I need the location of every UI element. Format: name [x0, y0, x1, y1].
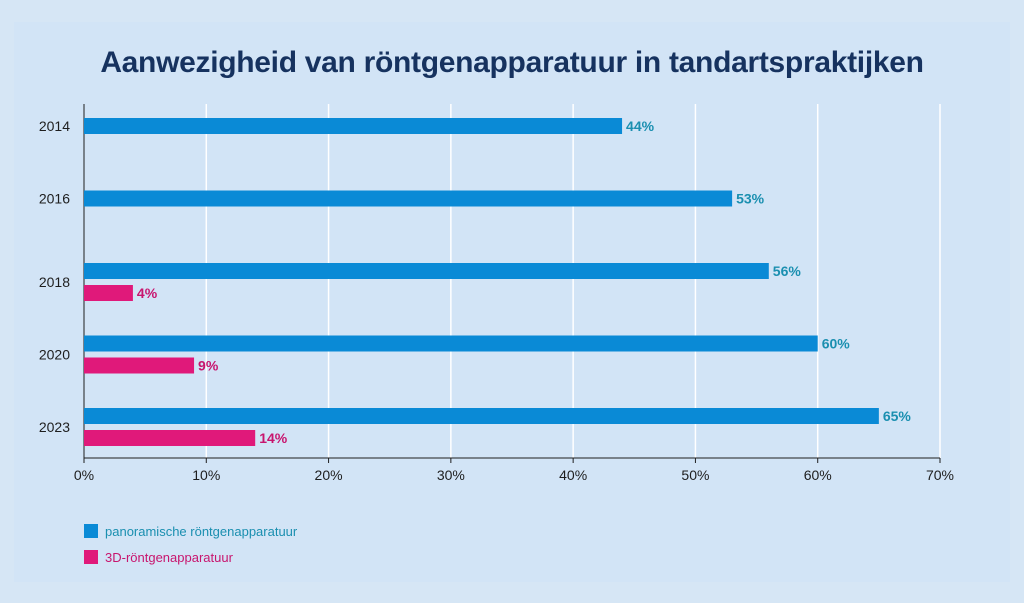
legend-swatch-panoramic [84, 524, 98, 538]
data-label-3d: 14% [259, 430, 288, 446]
bar-3d [84, 430, 256, 446]
y-category-label: 2016 [39, 191, 70, 207]
y-category-label: 2023 [39, 419, 70, 435]
bar-panoramic [84, 190, 733, 207]
y-category-label: 2014 [39, 118, 70, 134]
x-tick-label: 50% [681, 467, 709, 483]
legend-label-panoramic: panoramische röntgenapparatuur [105, 523, 298, 539]
chart-card [14, 22, 1010, 582]
legend-item-3d: 3D-röntgenapparatuur [84, 544, 297, 570]
x-tick-label: 30% [437, 467, 465, 483]
x-tick-label: 0% [74, 467, 94, 483]
data-label-3d: 4% [137, 285, 158, 301]
x-tick-label: 40% [559, 467, 587, 483]
data-label-panoramic: 53% [736, 191, 765, 207]
data-label-panoramic: 60% [822, 336, 851, 352]
legend-item-panoramic: panoramische röntgenapparatuur [84, 518, 297, 544]
bar-panoramic [84, 408, 879, 424]
y-category-label: 2018 [39, 274, 70, 290]
data-label-panoramic: 44% [626, 118, 655, 134]
bar-3d [84, 285, 133, 301]
data-label-panoramic: 65% [883, 408, 912, 424]
legend-swatch-3d [84, 550, 98, 564]
bar-panoramic [84, 263, 769, 279]
legend-label-3d: 3D-röntgenapparatuur [105, 549, 233, 565]
y-category-label: 2020 [39, 347, 70, 363]
legend: panoramische röntgenapparatuur 3D-röntge… [84, 518, 297, 570]
data-label-3d: 9% [198, 358, 219, 374]
x-tick-label: 60% [804, 467, 832, 483]
x-tick-label: 10% [192, 467, 220, 483]
bar-3d [84, 357, 195, 374]
chart-title: Aanwezigheid van röntgenapparatuur in ta… [100, 46, 924, 79]
data-label-panoramic: 56% [773, 263, 802, 279]
bar-panoramic [84, 118, 623, 134]
x-tick-label: 20% [315, 467, 343, 483]
bar-panoramic [84, 335, 818, 352]
x-tick-label: 70% [926, 467, 954, 483]
